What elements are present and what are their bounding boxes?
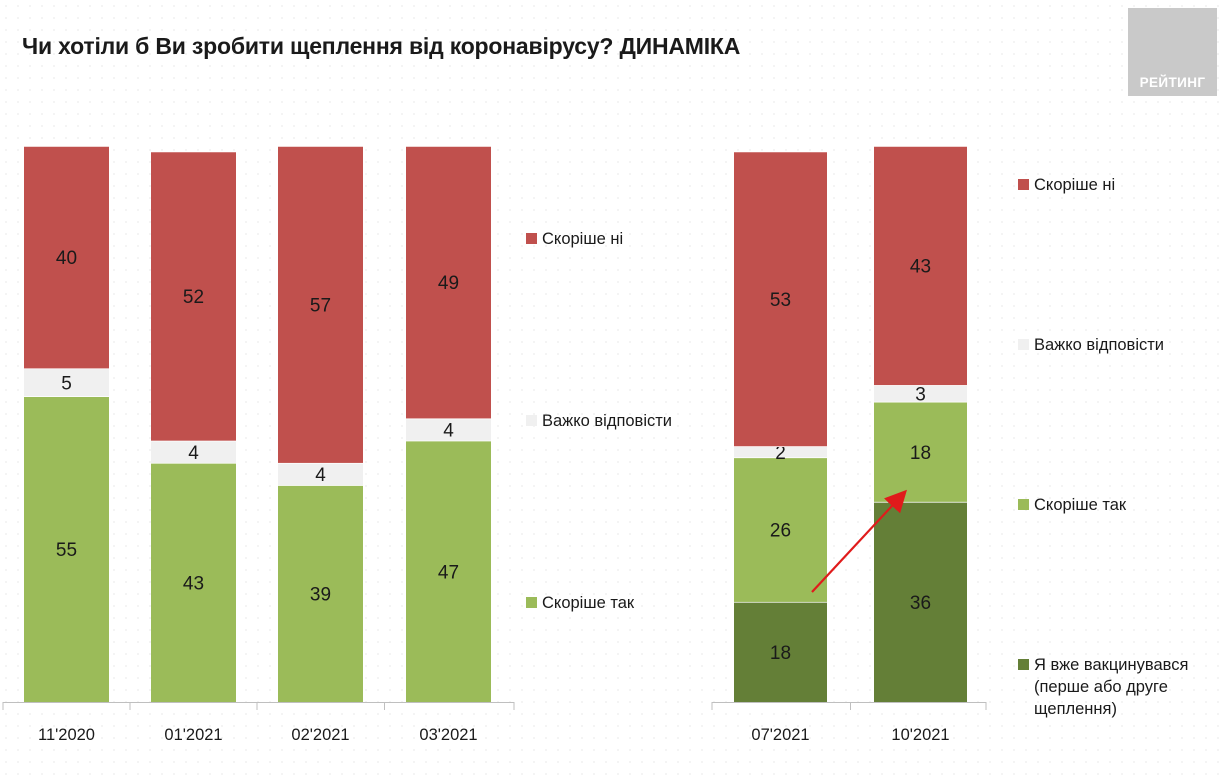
data-label-no: 40 [56,248,77,269]
legend-label-line-1: Я вже вакцинувався [1034,656,1189,674]
legend-label-line-3: щеплення) [1034,700,1117,718]
data-label-hard: 4 [315,465,326,486]
bar-yes-0 [24,396,109,702]
legend-swatch-no [526,233,537,244]
bar-yes-1 [874,401,967,502]
legend-swatch-vaccinated [1018,659,1029,670]
data-label-yes: 26 [770,521,791,542]
bar-no-2 [278,146,363,463]
bar-no-3 [406,146,491,419]
data-label-no: 57 [310,295,331,316]
logo-text: РЕЙТИНГ [1139,75,1206,90]
bar-vaccinated-0 [734,601,827,702]
x-tick-label: 03'2021 [419,726,477,744]
trend-arrow [811,489,907,593]
data-label-hard: 5 [61,373,72,394]
legend-label: Скоріше ні [1034,176,1116,194]
bar-hard-1 [874,385,967,402]
data-label-vaccinated: 36 [910,593,931,614]
legend-swatch-yes [526,597,537,608]
legend-label: Скоріше так [1034,496,1127,514]
legend-swatch-hard [526,415,537,426]
bar-no-1 [874,146,967,386]
data-label-yes: 55 [56,540,77,561]
bar-vaccinated-1 [874,501,967,702]
x-tick-label: 01'2021 [164,726,222,744]
data-label-hard: 3 [915,384,926,405]
legend-label: Важко відповісти [542,412,673,430]
data-label-no: 53 [770,290,791,311]
data-label-yes: 39 [310,585,331,606]
data-label-yes: 18 [910,443,931,464]
x-tick-label: 07'2021 [751,726,809,744]
data-label-hard: 4 [443,421,454,442]
bar-hard-0 [734,446,827,458]
bar-yes-1 [151,462,236,702]
bar-yes-3 [406,440,491,702]
legend-swatch-hard [1018,339,1029,350]
legend-label: Важко відповісти [1034,336,1165,354]
bar-hard-1 [151,440,236,463]
bar-yes-2 [278,485,363,702]
legend-swatch-no [1018,179,1029,190]
data-label-no: 49 [438,273,459,294]
bar-hard-2 [278,462,363,486]
data-label-no: 52 [183,287,204,308]
legend-label-line-2: (перше або друге [1034,678,1168,696]
data-label-vaccinated: 18 [770,643,791,664]
data-label-hard: 4 [188,443,199,464]
legend-swatch-yes [1018,499,1029,510]
bar-yes-0 [734,457,827,602]
x-tick-label: 02'2021 [291,726,349,744]
x-tick-label: 11'2020 [38,726,95,744]
bar-no-1 [151,151,236,441]
bar-no-0 [734,151,827,447]
rating-logo: РЕЙТИНГ [1128,8,1217,96]
bar-hard-3 [406,418,491,441]
data-label-yes: 47 [438,562,459,583]
data-label-hard: 2 [775,443,786,464]
bar-no-0 [24,146,109,369]
legend-label: Скоріше так [542,594,635,612]
data-label-no: 43 [910,257,931,278]
legend-label: Скоріше ні [542,230,624,248]
data-label-yes: 43 [183,573,204,594]
x-tick-label: 10'2021 [891,726,949,744]
chart-title: Чи хотіли б Ви зробити щеплення від коро… [22,33,741,59]
bar-hard-0 [24,368,109,397]
